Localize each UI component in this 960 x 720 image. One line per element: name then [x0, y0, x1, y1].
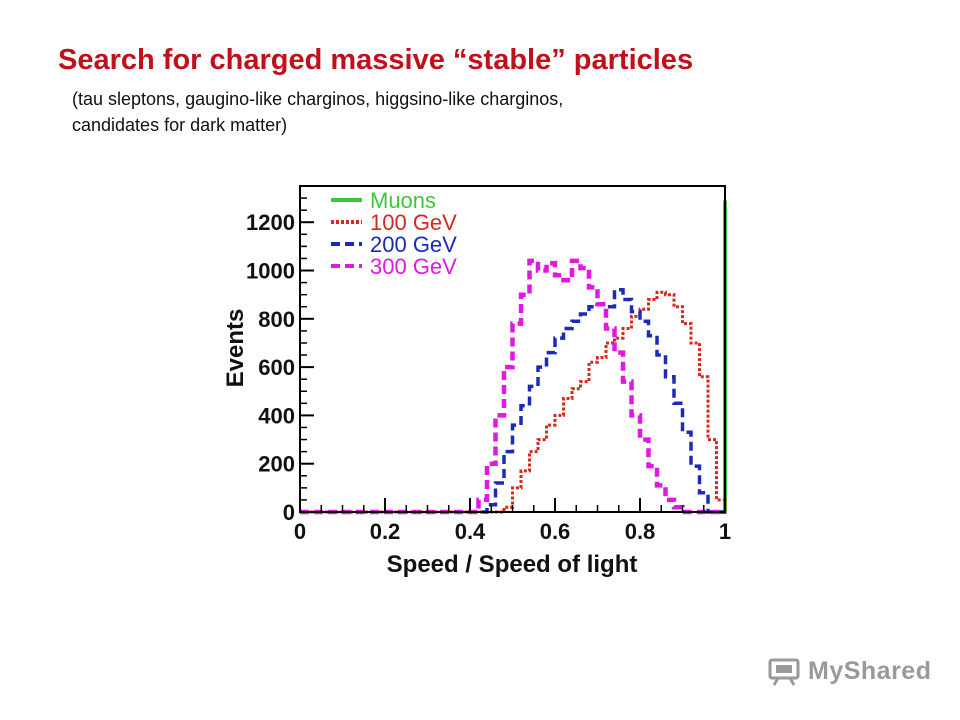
x-tick-label-3: 0.6 [540, 519, 571, 544]
subtitle-line-2: candidates for dark matter) [72, 115, 288, 135]
watermark: MyShared [768, 656, 931, 686]
watermark-text: MyShared [808, 656, 932, 685]
y-tick-label-4: 800 [258, 307, 295, 332]
y-axis-label: Events [222, 309, 249, 388]
series-line-2 [300, 288, 725, 514]
slide-title: Search for charged massive “stable” part… [58, 44, 694, 76]
x-tick-label-1: 0.2 [370, 519, 401, 544]
x-tick-label-4: 0.8 [625, 519, 656, 544]
plot-layer [300, 200, 727, 515]
subtitle-line-1: (tau sleptons, gaugino-like charginos, h… [72, 89, 564, 109]
legend-label-2: 200 GeV [370, 232, 457, 257]
y-tick-label-0: 0 [283, 500, 295, 525]
y-tick-label-1: 200 [258, 452, 295, 477]
y-tick-label-3: 600 [258, 355, 295, 380]
series-line-3 [300, 258, 725, 515]
plot-frame [299, 185, 726, 513]
y-tick-label-6: 1200 [246, 210, 295, 235]
x-tick-label-2: 0.4 [455, 519, 486, 544]
legend-label-0: Muons [370, 188, 436, 213]
y-tick-label-5: 1000 [246, 259, 295, 284]
x-tick-label-5: 1 [719, 519, 731, 544]
legend-label-3: 300 GeV [370, 254, 457, 279]
x-axis-label: Speed / Speed of light [387, 551, 638, 578]
slide-subtitle: (tau sleptons, gaugino-like charginos, h… [72, 86, 772, 138]
axis-layer: 0 0.2 0.4 0.6 0.8 1 0 200 400 600 800 1000 1200 [246, 185, 731, 544]
y-tick-label-2: 400 [258, 403, 295, 428]
series-line-1 [300, 290, 727, 514]
legend-label-1: 100 GeV [370, 210, 457, 235]
projector-icon [768, 658, 800, 686]
x-tick-label-0: 0 [294, 519, 306, 544]
